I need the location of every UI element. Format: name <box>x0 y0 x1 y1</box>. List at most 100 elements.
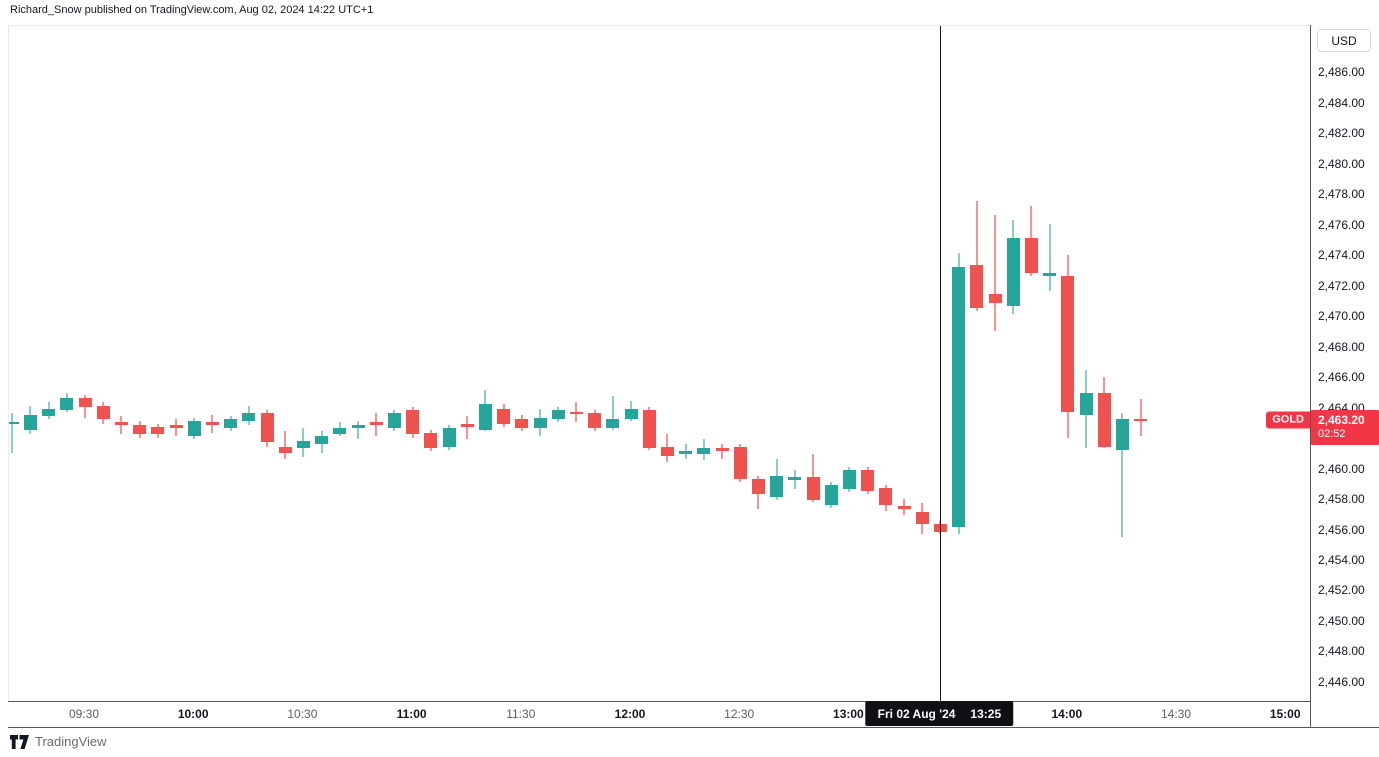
time-axis-label: 14:00 <box>1051 707 1083 721</box>
candle-body-12:20 <box>697 448 711 455</box>
candle-body-12:55 <box>824 484 838 505</box>
candle-body-11:35 <box>533 417 547 429</box>
candle-wick-09:10 <box>11 413 14 453</box>
bar-countdown: 02:52 <box>1318 427 1346 440</box>
candle-body-11:10 <box>442 428 456 447</box>
currency-button[interactable]: USD <box>1317 29 1371 52</box>
last-price-value: 2,463.20 <box>1318 412 1365 427</box>
candle-body-13:35 <box>970 265 984 308</box>
candle-body-10:10 <box>224 419 238 429</box>
symbol-label-badge: GOLD <box>1266 411 1310 429</box>
candle-body-13:20 <box>915 512 929 525</box>
price-axis-label: 2,456.00 <box>1318 522 1365 537</box>
time-axis-label: 11:00 <box>396 707 427 721</box>
candle-wick-13:35 <box>975 201 978 312</box>
candle-body-11:50 <box>588 413 602 429</box>
price-axis-label: 2,458.00 <box>1318 492 1365 507</box>
candle-body-12:00 <box>624 408 638 420</box>
price-axis-label: 2,452.00 <box>1318 583 1365 598</box>
candle-wick-11:15 <box>466 416 469 440</box>
candle-body-13:40 <box>988 294 1002 304</box>
candle-body-13:30 <box>952 266 966 528</box>
candle-body-09:20 <box>42 408 56 417</box>
candle-body-12:25 <box>715 448 729 452</box>
candle-body-11:55 <box>606 419 620 429</box>
candle-body-09:35 <box>96 405 110 420</box>
candle-body-10:25 <box>278 446 292 453</box>
brand-name: TradingView <box>35 734 107 749</box>
candle-wick-10:45 <box>357 420 359 440</box>
candle-body-11:05 <box>424 432 438 449</box>
candle-wick-13:40 <box>994 215 996 331</box>
time-axis-label: 09:30 <box>68 707 100 721</box>
candle-body-13:55 <box>1043 272 1057 276</box>
time-axis-label: 10:00 <box>177 707 209 721</box>
time-axis-label: 13:00 <box>833 707 864 721</box>
crosshair-date: Fri 02 Aug '24 <box>877 706 956 721</box>
candle-body-10:15 <box>242 413 256 421</box>
candle-wick-09:40 <box>120 416 123 435</box>
last-price-badge: 2,463.20 02:52 <box>1311 409 1379 445</box>
crosshair-time-badge: Fri 02 Aug '24 13:25 <box>865 701 1014 726</box>
time-axis-label: 14:30 <box>1160 707 1192 721</box>
chart-bottom-border <box>8 727 1379 728</box>
candle-body-09:55 <box>169 425 183 429</box>
candle-body-09:40 <box>114 422 128 426</box>
price-axis-label: 2,468.00 <box>1318 339 1365 354</box>
candle-body-12:45 <box>788 477 802 481</box>
time-axis-label: 10:30 <box>287 707 318 721</box>
candle-wick-12:25 <box>721 443 723 459</box>
price-axis-label: 2,484.00 <box>1318 95 1365 110</box>
candle-body-12:35 <box>751 478 765 494</box>
candle-body-11:15 <box>460 423 474 427</box>
candle-body-12:05 <box>642 410 656 449</box>
candle-body-14:15 <box>1115 419 1129 450</box>
candle-body-10:55 <box>387 413 401 429</box>
time-axis-label: 11:30 <box>506 707 536 721</box>
tradingview-logo-icon <box>10 734 29 749</box>
candle-body-14:20 <box>1134 419 1148 422</box>
price-axis-label: 2,480.00 <box>1318 156 1365 171</box>
candle-body-10:35 <box>315 436 329 444</box>
candle-wick-14:20 <box>1139 399 1142 437</box>
candle-body-09:25 <box>60 397 74 411</box>
candle-body-10:05 <box>205 422 219 426</box>
candle-body-12:15 <box>679 451 693 455</box>
candle-wick-13:55 <box>1048 224 1051 292</box>
time-axis-divider <box>8 701 1310 702</box>
price-axis-label: 2,474.00 <box>1318 248 1365 263</box>
candle-body-11:40 <box>551 410 565 420</box>
candle-body-14:05 <box>1079 393 1093 415</box>
chart-pane[interactable] <box>8 25 1311 702</box>
candle-body-14:10 <box>1097 393 1111 447</box>
price-axis-label: 2,460.00 <box>1318 461 1365 476</box>
candle-body-12:30 <box>733 446 747 479</box>
price-axis-label: 2,446.00 <box>1318 674 1365 689</box>
candle-body-09:10 <box>9 422 19 425</box>
price-axis-label: 2,482.00 <box>1318 126 1365 141</box>
candle-body-11:30 <box>515 419 529 429</box>
candle-wick-10:25 <box>284 431 287 459</box>
candle-body-13:00 <box>842 469 856 490</box>
candle-body-10:20 <box>260 413 274 443</box>
price-axis-divider <box>1310 25 1311 727</box>
price-axis-label: 2,470.00 <box>1318 309 1365 324</box>
crosshair-vline <box>939 26 942 702</box>
candle-body-12:50 <box>806 477 820 501</box>
candle-body-12:10 <box>660 446 674 456</box>
price-axis-label: 2,466.00 <box>1318 370 1365 385</box>
time-axis-label: 12:30 <box>724 707 755 721</box>
candle-body-10:40 <box>333 428 347 435</box>
price-axis-label: 2,476.00 <box>1318 217 1365 232</box>
candle-wick-11:55 <box>611 396 614 430</box>
candle-body-13:50 <box>1024 237 1038 273</box>
footer-brand[interactable]: TradingView <box>10 734 107 749</box>
price-axis-label: 2,448.00 <box>1318 644 1365 659</box>
candle-body-13:45 <box>1006 237 1020 307</box>
price-axis-label: 2,450.00 <box>1318 613 1365 628</box>
candle-wick-14:15 <box>1121 413 1124 537</box>
candle-body-12:40 <box>770 475 784 497</box>
candle-body-09:50 <box>151 426 165 435</box>
price-axis-label: 2,486.00 <box>1318 65 1365 80</box>
